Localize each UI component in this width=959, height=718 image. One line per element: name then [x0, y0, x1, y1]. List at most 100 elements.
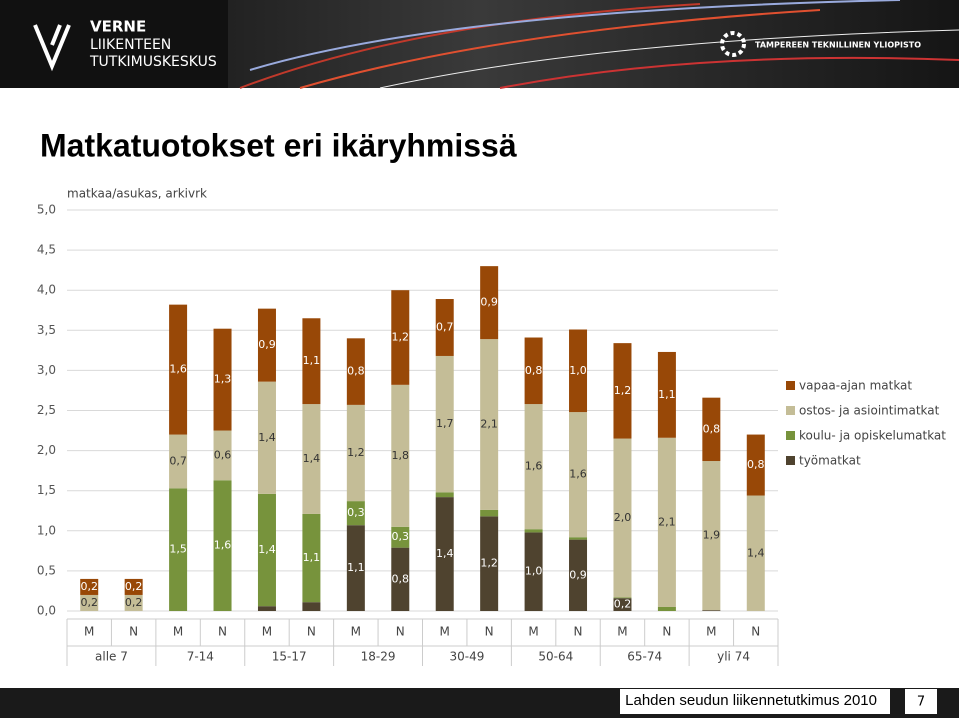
bar-segment: [346, 338, 365, 405]
bar-segment: [746, 434, 765, 496]
data-label: 0,8: [392, 572, 410, 585]
legend-label: koulu- ja opiskelumatkat: [799, 429, 946, 443]
bar-segment: [169, 304, 188, 435]
data-label: 2,0: [614, 511, 632, 524]
bar-segment: [257, 606, 276, 611]
data-label: 1,4: [258, 431, 276, 444]
x-tick-label: N: [129, 625, 138, 639]
data-label: 1,4: [303, 452, 321, 465]
university-logo: [720, 31, 746, 57]
x-tick-label: M: [84, 625, 94, 639]
x-tick-label: N: [662, 625, 671, 639]
logo-panel: [0, 0, 228, 88]
x-tick-label: M: [706, 625, 716, 639]
data-label: 0,8: [747, 458, 765, 471]
data-label: 0,9: [258, 338, 276, 351]
data-label: 1,6: [169, 363, 187, 376]
y-tick-label: 1,0: [37, 523, 56, 537]
page-box: [905, 689, 937, 714]
x-tick-label: N: [307, 625, 316, 639]
bar-segment: [435, 497, 454, 611]
university-name: TAMPEREEN TEKNILLINEN YLIOPISTO: [755, 41, 921, 50]
bar-segment: [391, 526, 410, 548]
x-tick-label: N: [751, 625, 760, 639]
y-axis-label: matkaa/asukas, arkivrk: [67, 187, 207, 201]
bar-segment: [302, 404, 321, 514]
bar-segment: [657, 437, 676, 607]
data-label: 1,6: [569, 468, 587, 481]
group-label: 65-74: [627, 650, 662, 664]
data-label: 1,4: [747, 546, 765, 559]
bar-segment: [480, 266, 499, 340]
group-label: 15-17: [272, 650, 307, 664]
y-tick-label: 4,0: [37, 283, 56, 297]
bar-segment: [702, 461, 721, 611]
data-label: 1,6: [214, 539, 232, 552]
logo-line: TUTKIMUSKESKUS: [89, 54, 217, 70]
data-label: 1,9: [703, 529, 721, 542]
bar-segment: [702, 610, 721, 611]
data-label: 1,8: [392, 449, 410, 462]
data-label: 1,0: [525, 565, 543, 578]
bar-segment: [524, 529, 543, 533]
bar-segment: [391, 290, 410, 385]
bar-segment: [435, 299, 454, 356]
x-tick-label: M: [173, 625, 183, 639]
x-tick-label: M: [351, 625, 361, 639]
bar-segment: [524, 404, 543, 530]
y-tick-label: 1,5: [37, 483, 56, 497]
bar-segment: [302, 318, 321, 405]
group-label: 50-64: [538, 650, 573, 664]
footer-box: [620, 689, 890, 714]
bar-segment: [213, 480, 232, 611]
data-label: 0,7: [436, 320, 454, 333]
data-label: 1,5: [169, 543, 187, 556]
data-label: 0,2: [614, 598, 632, 611]
bar-segment: [746, 495, 765, 611]
data-label: 0,8: [525, 364, 543, 377]
x-tick-label: M: [617, 625, 627, 639]
bar-segment: [80, 594, 99, 611]
legend-label: ostos- ja asiointimatkat: [799, 404, 940, 418]
data-label: 1,4: [436, 547, 454, 560]
data-label: 1,2: [480, 557, 498, 570]
bar-segment: [169, 488, 188, 611]
bar-segment: [613, 597, 632, 599]
data-label: 0,3: [347, 506, 365, 519]
data-label: 1,1: [303, 354, 321, 367]
data-label: 1,2: [614, 384, 632, 397]
data-label: 0,2: [80, 580, 98, 593]
legend-swatch: [786, 431, 795, 440]
data-label: 0,3: [392, 530, 410, 543]
y-tick-label: 0,0: [37, 604, 56, 618]
x-tick-label: M: [440, 625, 450, 639]
data-label: 1,3: [214, 373, 232, 386]
bar-segment: [169, 434, 188, 489]
data-label: 0,2: [125, 580, 143, 593]
data-label: 1,1: [303, 551, 321, 564]
bar-segment: [524, 337, 543, 405]
y-tick-label: 3,0: [37, 363, 56, 377]
group-label: yli 74: [717, 650, 750, 664]
footer-text: Lahden seudun liikennetutkimus 2010: [625, 692, 877, 709]
data-label: 0,2: [80, 596, 98, 609]
y-tick-label: 2,5: [37, 403, 56, 417]
bar-segment: [124, 594, 143, 611]
legend-swatch: [786, 456, 795, 465]
legend-swatch: [786, 406, 795, 415]
bar-segment: [257, 381, 276, 494]
bar-segment: [302, 602, 321, 611]
slide-title: Matkatuotokset eri ikäryhmissä: [40, 127, 517, 163]
bar-segment: [80, 578, 99, 595]
legend-label: vapaa-ajan matkat: [799, 379, 912, 393]
y-tick-label: 4,5: [37, 243, 56, 257]
data-label: 1,0: [569, 364, 587, 377]
x-tick-label: N: [218, 625, 227, 639]
data-label: 0,8: [347, 365, 365, 378]
x-tick-label: N: [574, 625, 583, 639]
legend-label: työmatkat: [799, 454, 861, 468]
bar-segment: [435, 492, 454, 498]
data-label: 1,1: [347, 561, 365, 574]
bar-segment: [613, 598, 632, 611]
